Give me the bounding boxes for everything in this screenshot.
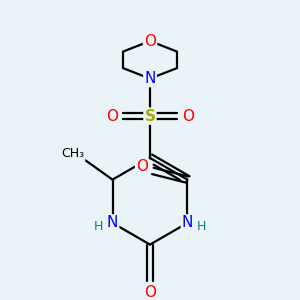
Text: N: N [107,215,118,230]
Text: O: O [136,159,148,174]
Text: O: O [144,285,156,300]
Text: H: H [94,220,104,233]
Text: CH₃: CH₃ [61,147,84,160]
Text: O: O [106,109,118,124]
Text: N: N [144,71,156,86]
Text: S: S [145,109,155,124]
Text: H: H [196,220,206,233]
Text: N: N [182,215,193,230]
Text: O: O [182,109,194,124]
Text: O: O [144,34,156,49]
